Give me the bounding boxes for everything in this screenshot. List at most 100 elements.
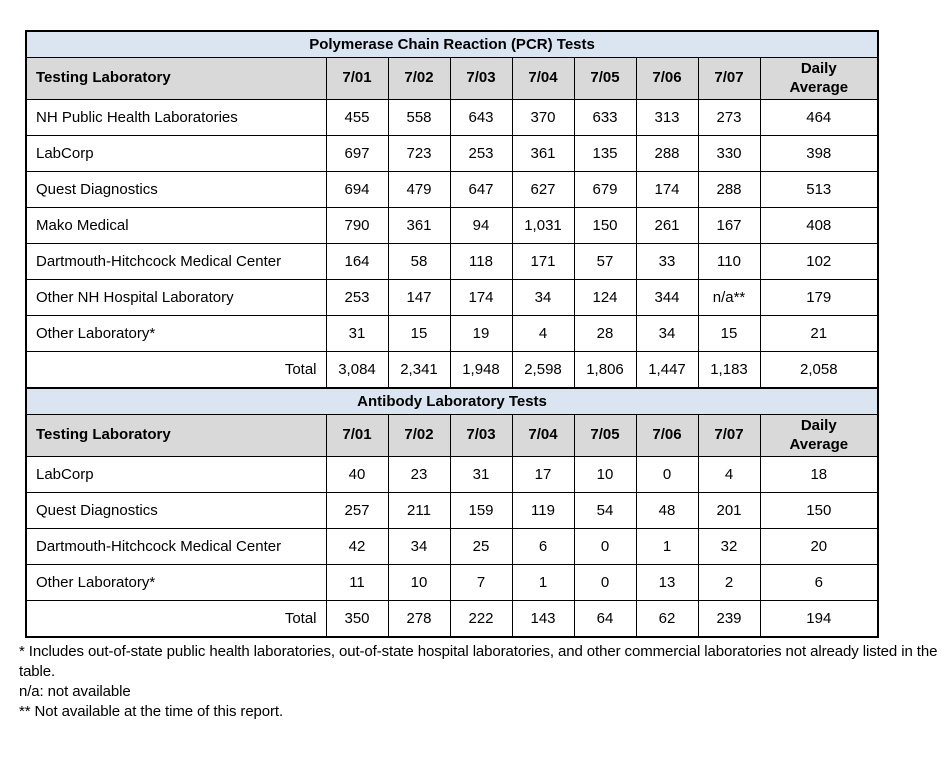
value-cell: 124 <box>573 279 637 316</box>
row-label: Other Laboratory* <box>25 315 327 352</box>
value-cell: 6 <box>759 564 879 601</box>
value-cell: 1,183 <box>697 351 761 389</box>
value-cell: 164 <box>325 243 389 280</box>
value-cell: 370 <box>511 99 575 136</box>
value-cell: 273 <box>697 99 761 136</box>
table-row: Dartmouth-Hitchcock Medical Center 42 34 25… <box>25 528 879 565</box>
row-label: NH Public Health Laboratories <box>25 99 327 136</box>
column-header-date: 7/03 <box>449 414 513 457</box>
antibody-title-row: Antibody Laboratory Tests <box>25 387 879 415</box>
table-row: Quest Diagnostics 257 211 159 119 54 48 201 150 <box>25 492 879 529</box>
footnote-double-asterisk: ** Not available at the time of this rep… <box>19 703 284 720</box>
row-label: Quest Diagnostics <box>25 171 327 208</box>
pcr-title-row: Polymerase Chain Reaction (PCR) Tests <box>25 30 879 58</box>
column-header-daily-average: Daily Average <box>759 57 879 100</box>
row-label: Dartmouth-Hitchcock Medical Center <box>25 243 327 280</box>
value-cell: 19 <box>449 315 513 352</box>
value-cell: 33 <box>635 243 699 280</box>
value-cell: 211 <box>387 492 451 529</box>
value-cell: 1,948 <box>449 351 513 389</box>
value-cell: 647 <box>449 171 513 208</box>
column-header-date: 7/05 <box>573 57 637 100</box>
value-cell: 159 <box>449 492 513 529</box>
column-header-date: 7/01 <box>325 414 389 457</box>
pcr-header-row: Testing Laboratory 7/01 7/02 7/03 7/04 7… <box>25 57 879 100</box>
value-cell: 697 <box>325 135 389 172</box>
value-cell: 31 <box>325 315 389 352</box>
value-cell: 34 <box>511 279 575 316</box>
value-cell: 3,084 <box>325 351 389 389</box>
value-cell: 6 <box>511 528 575 565</box>
table-row: LabCorp 697 723 253 361 135 288 330 398 <box>25 135 879 172</box>
value-cell: 239 <box>697 600 761 638</box>
value-cell: 790 <box>325 207 389 244</box>
value-cell: 1,806 <box>573 351 637 389</box>
value-cell: 313 <box>635 99 699 136</box>
value-cell: 174 <box>449 279 513 316</box>
row-label: Mako Medical <box>25 207 327 244</box>
table-row: Other Laboratory* 31 15 19 4 28 34 15 21 <box>25 315 879 352</box>
column-header-testing-laboratory: Testing Laboratory <box>25 414 327 457</box>
table-row: NH Public Health Laboratories 455 558 643 37… <box>25 99 879 136</box>
value-cell: 4 <box>511 315 575 352</box>
value-cell: 62 <box>635 600 699 638</box>
value-cell: 558 <box>387 99 451 136</box>
value-cell: 40 <box>325 456 389 493</box>
value-cell: n/a** <box>697 279 761 316</box>
value-cell: 32 <box>697 528 761 565</box>
row-label: Other Laboratory* <box>25 564 327 601</box>
value-cell: 150 <box>759 492 879 529</box>
value-cell: 2,598 <box>511 351 575 389</box>
value-cell: 723 <box>387 135 451 172</box>
value-cell: 23 <box>387 456 451 493</box>
value-cell: 21 <box>759 315 879 352</box>
value-cell: 42 <box>325 528 389 565</box>
value-cell: 513 <box>759 171 879 208</box>
value-cell: 118 <box>449 243 513 280</box>
table-row: Dartmouth-Hitchcock Medical Center 164 58 1… <box>25 243 879 280</box>
value-cell: 408 <box>759 207 879 244</box>
value-cell: 54 <box>573 492 637 529</box>
value-cell: 34 <box>387 528 451 565</box>
value-cell: 2 <box>697 564 761 601</box>
value-cell: 261 <box>635 207 699 244</box>
column-header-testing-laboratory: Testing Laboratory <box>25 57 327 100</box>
value-cell: 464 <box>759 99 879 136</box>
row-label: LabCorp <box>25 135 327 172</box>
value-cell: 2,341 <box>387 351 451 389</box>
value-cell: 102 <box>759 243 879 280</box>
value-cell: 31 <box>449 456 513 493</box>
value-cell: 633 <box>573 99 637 136</box>
value-cell: 278 <box>387 600 451 638</box>
column-header-date: 7/05 <box>573 414 637 457</box>
value-cell: 48 <box>635 492 699 529</box>
antibody-header-row: Testing Laboratory 7/01 7/02 7/03 7/04 7… <box>25 414 879 457</box>
table-row: Other Laboratory* 11 10 7 1 0 13 2 6 <box>25 564 879 601</box>
value-cell: 57 <box>573 243 637 280</box>
column-header-date: 7/04 <box>511 414 575 457</box>
value-cell: 143 <box>511 600 575 638</box>
value-cell: 58 <box>387 243 451 280</box>
column-header-date: 7/06 <box>635 57 699 100</box>
value-cell: 0 <box>635 456 699 493</box>
value-cell: 1 <box>511 564 575 601</box>
value-cell: 147 <box>387 279 451 316</box>
total-row: Total 3,084 2,341 1,948 2,598 1,806 1,447 1,183… <box>25 351 879 389</box>
value-cell: 288 <box>697 171 761 208</box>
total-row-label: Total <box>25 600 327 638</box>
value-cell: 34 <box>635 315 699 352</box>
value-cell: 257 <box>325 492 389 529</box>
report-page: Polymerase Chain Reaction (PCR) Tests Te… <box>19 30 937 720</box>
value-cell: 10 <box>387 564 451 601</box>
value-cell: 253 <box>449 135 513 172</box>
value-cell: 64 <box>573 600 637 638</box>
pcr-table-title: Polymerase Chain Reaction (PCR) Tests <box>25 30 879 58</box>
value-cell: 4 <box>697 456 761 493</box>
value-cell: 627 <box>511 171 575 208</box>
column-header-date: 7/02 <box>387 57 451 100</box>
table-row: LabCorp 40 23 31 17 10 0 4 18 <box>25 456 879 493</box>
value-cell: 1 <box>635 528 699 565</box>
row-label: Other NH Hospital Laboratory <box>25 279 327 316</box>
value-cell: 179 <box>759 279 879 316</box>
column-header-date: 7/01 <box>325 57 389 100</box>
